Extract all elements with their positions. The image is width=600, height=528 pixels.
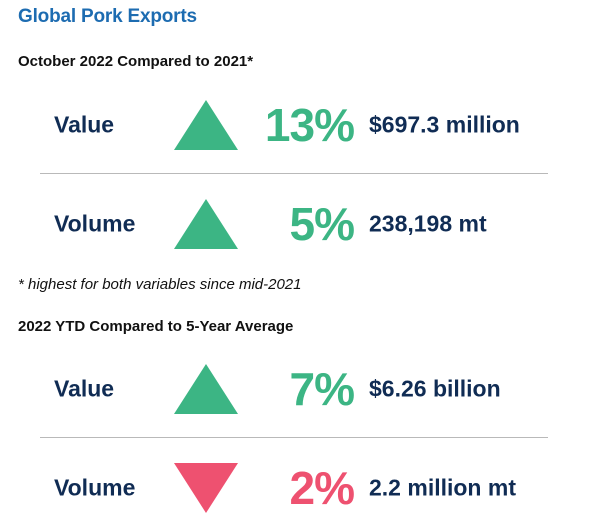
metric-label: Volume	[54, 210, 136, 237]
metric-label: Volume	[54, 474, 136, 501]
metric-label: Value	[54, 375, 115, 402]
arrow-up-icon	[172, 197, 240, 251]
triangle-up-icon	[174, 199, 238, 249]
triangle-up-icon	[174, 364, 238, 414]
percent-change: 7%	[289, 363, 355, 415]
percent-change: 2%	[289, 462, 355, 514]
metric-amount: $6.26 billion	[369, 375, 501, 402]
metric-row-ytd-volume: Volume 2% 2.2 million mt	[0, 453, 600, 523]
section-heading-ytd: 2022 YTD Compared to 5-Year Average	[18, 318, 294, 335]
percent-change: 13%	[264, 99, 355, 151]
metric-row-oct-value: Value 13% $697.3 million	[0, 90, 600, 160]
metric-row-oct-volume: Volume 5% 238,198 mt	[0, 189, 600, 259]
footnote: * highest for both variables since mid-2…	[18, 276, 302, 293]
arrow-down-icon	[172, 461, 240, 515]
section-heading-october: October 2022 Compared to 2021*	[18, 53, 254, 70]
arrow-up-icon	[172, 98, 240, 152]
metric-amount: $697.3 million	[369, 111, 520, 138]
metric-row-ytd-value: Value 7% $6.26 billion	[0, 354, 600, 424]
arrow-up-icon	[172, 362, 240, 416]
metric-label: Value	[54, 111, 115, 138]
divider	[40, 173, 548, 174]
triangle-down-icon	[174, 463, 238, 513]
metric-amount: 2.2 million mt	[369, 474, 516, 501]
metric-amount: 238,198 mt	[369, 210, 487, 237]
divider	[40, 437, 548, 438]
triangle-up-icon	[174, 100, 238, 150]
page-title: Global Pork Exports	[18, 6, 197, 27]
percent-change: 5%	[289, 198, 355, 250]
